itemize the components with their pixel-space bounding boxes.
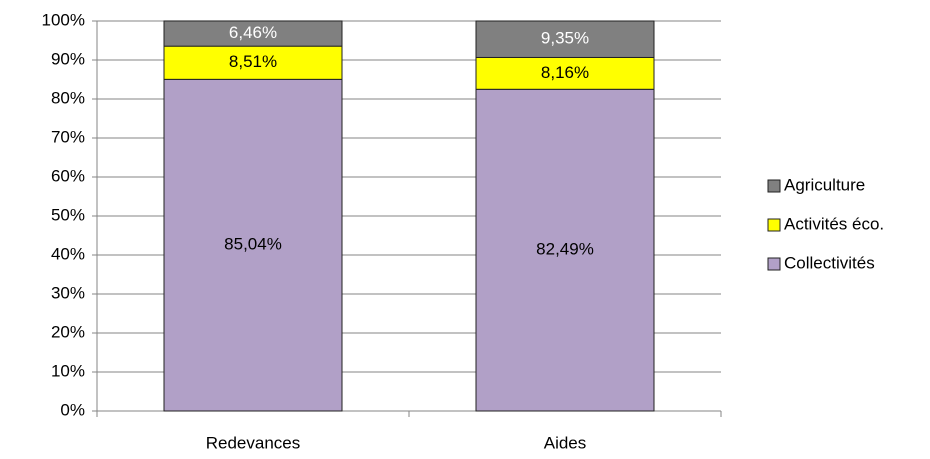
data-label: 82,49%: [536, 240, 594, 259]
x-tick-label: Redevances: [206, 433, 301, 452]
bar-segment: [475, 88, 655, 412]
x-tick-label: Aides: [544, 433, 587, 452]
y-tick-label: 70%: [51, 127, 85, 146]
data-label: 85,04%: [224, 235, 282, 254]
bar-segment: [475, 56, 655, 90]
y-tick-label: 90%: [51, 49, 85, 68]
y-tick-label: 10%: [51, 361, 85, 380]
data-label: 6,46%: [229, 23, 277, 42]
y-tick-label: 80%: [51, 88, 85, 107]
legend-label: Collectivités: [784, 253, 875, 272]
bar-segment: [163, 78, 343, 412]
y-tick-label: 20%: [51, 322, 85, 341]
legend-swatch: [767, 257, 781, 271]
y-tick-label: 0%: [60, 400, 85, 419]
bar-segment: [475, 20, 655, 58]
legend-swatch: [767, 218, 781, 232]
bar-segment: [163, 20, 343, 47]
data-label: 9,35%: [541, 29, 589, 48]
data-label: 8,51%: [229, 52, 277, 71]
legend-label: Agriculture: [784, 175, 865, 194]
legend-label: Activités éco.: [784, 214, 884, 233]
y-tick-label: 40%: [51, 244, 85, 263]
legend-swatch: [767, 179, 781, 193]
bar-segment: [163, 45, 343, 80]
y-tick-label: 100%: [42, 10, 85, 29]
data-label: 8,16%: [541, 63, 589, 82]
y-tick-label: 50%: [51, 205, 85, 224]
y-tick-label: 30%: [51, 283, 85, 302]
y-tick-label: 60%: [51, 166, 85, 185]
